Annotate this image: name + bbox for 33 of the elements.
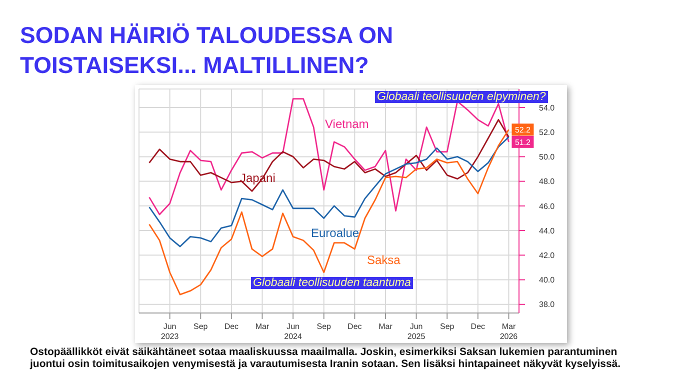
x-tick-label: Sep [194,322,208,331]
data-label: 52.2 [514,126,532,135]
x-tick-label: Jun 2024 [284,322,303,341]
annotation: Globaali teollisuuden elpyminen? [375,91,548,103]
series-label: Vietnam [325,117,369,131]
series-label: Euroalue [311,226,360,240]
line-series [148,136,510,248]
x-tick-label: Jun 2023 [160,322,180,341]
text: Ostopäällikköt eivät säikähtäneet sotaa maaliskuussa maailmalla. Joskin, esimerkiksi Saksan lukemien parantuminen juontui osin toimitusaikojen venymisestä ja varautumisesta Iranin sotaan. Sen lisäksi hintapaineet näkyvät kyselyissä. [30,346,622,370]
x-tick-label: Dec [224,322,239,331]
x-tick-label: Dec [348,322,362,331]
y-tick-label: 50.0 [539,152,556,162]
y-tick-label: 46.0 [539,202,556,211]
x-tick-label: Jun 2025 [407,322,426,341]
series-label: Saksa [367,253,400,267]
x-tick-label: Sep [440,322,455,331]
y-tick-label: 38.0 [539,300,556,310]
y-tick-label: 40.0 [539,276,556,285]
x-tick-label: Mar [378,322,393,331]
y-tick-label: 44.0 [539,226,556,236]
x-tick-label: Dec [470,322,486,331]
annotation: Globaali teollisuuden taantuma [251,277,413,289]
y-tick-label: 48.0 [539,177,556,186]
y-tick-label: 42.0 [539,250,556,260]
y-tick-label: 52.0 [539,128,556,137]
y-tick-label: 54.0 [539,103,556,112]
x-tick-label: Mar 2026 [500,322,518,341]
x-tick-label: Sep [316,322,332,331]
data-label: 51.2 [514,138,532,147]
line-series [148,128,510,296]
x-tick-label: Mar [255,322,270,331]
line-series [148,119,510,192]
chart-title: SODAN HÄIRIÖ TALOUDESSA ON TOISTAISEKSI... MALTILLINEN? [20,21,394,80]
